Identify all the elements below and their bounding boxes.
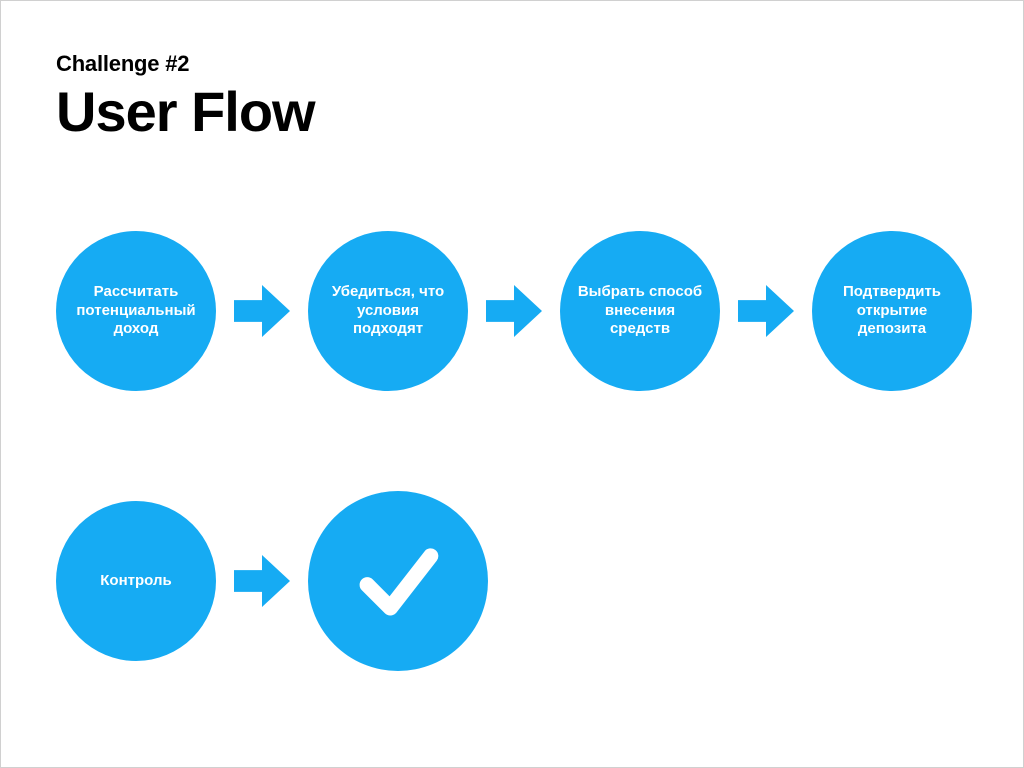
flow-node-calc: Рассчитать потенциальный доход: [56, 231, 216, 391]
flow-node-method: Выбрать способ внесения средств: [560, 231, 720, 391]
arrow-right-icon: [234, 285, 290, 337]
flow-row: Контроль: [56, 491, 488, 671]
flow-node-confirm: Подтвердить открытие депозита: [812, 231, 972, 391]
flow-node-control: Контроль: [56, 501, 216, 661]
arrow-right-icon: [738, 285, 794, 337]
subtitle: Challenge #2: [56, 51, 315, 77]
flow-node-label: Выбрать способ внесения средств: [577, 283, 703, 339]
flow-node-label: Подтвердить открытие депозита: [829, 283, 955, 339]
checkmark-icon: [350, 533, 446, 629]
flow-node-label: Контроль: [100, 572, 171, 591]
flow-node-verify: Убедиться, что условия подходят: [308, 231, 468, 391]
flow-node-label: Рассчитать потенциальный доход: [73, 283, 199, 339]
arrow-right-icon: [486, 285, 542, 337]
flow-node-label: Убедиться, что условия подходят: [325, 283, 451, 339]
page-title: User Flow: [56, 79, 315, 144]
arrow-right-icon: [234, 555, 290, 607]
header: Challenge #2 User Flow: [56, 51, 315, 144]
flow-row: Рассчитать потенциальный доход Убедиться,…: [56, 231, 972, 391]
flow-node-done: [308, 491, 488, 671]
